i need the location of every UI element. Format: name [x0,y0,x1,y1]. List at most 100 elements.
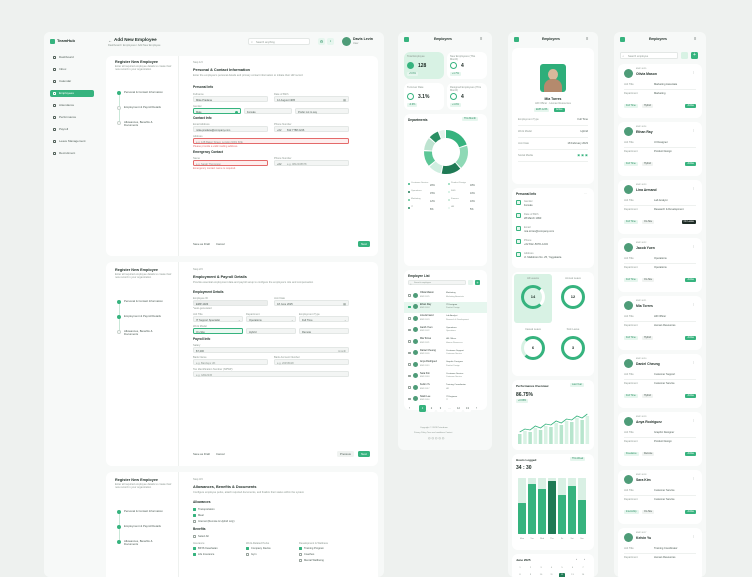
calendar-day[interactable]: 2 [528,566,534,571]
hours-filter[interactable]: This Week [570,457,585,461]
calendar-day[interactable]: 6 [570,566,576,571]
calendar-day[interactable]: 14 [580,573,586,577]
checkbox-coaches[interactable] [299,553,302,556]
row-checkbox[interactable] [408,386,411,389]
join-date-field[interactable]: 18 June 2025▦ [274,300,349,306]
sidebar-item-performance[interactable]: Performance [50,114,94,121]
calendar-day[interactable]: 1 [517,566,523,571]
gender-male-option[interactable]: Male [193,108,241,114]
sidebar-item-payroll[interactable]: Payroll [50,126,94,133]
app-logo-icon[interactable] [514,37,519,42]
calendar-day[interactable]: 10 [538,573,544,577]
footer-links[interactable]: Privacy Policy Term and conditions Conta… [414,432,452,434]
pagination-page[interactable]: 3 [437,405,444,412]
tax-id-field[interactable]: e.g. GB12345 [193,371,349,377]
row-checkbox[interactable] [408,294,411,297]
row-checkbox[interactable] [408,329,411,332]
bell-icon[interactable]: ♪ [327,38,334,45]
step-1-label[interactable]: Personal & Contact Information [124,300,166,303]
checkbox-meal[interactable] [193,514,196,517]
pagination-page[interactable]: 12 [455,405,462,412]
work-onsite-option[interactable]: On-Site [193,328,243,334]
menu-icon[interactable]: ≡ [694,36,696,41]
pagination-page[interactable]: ... [446,405,453,412]
more-icon[interactable]: ⋮ [692,302,695,306]
save-draft-button[interactable]: Save as Draft [193,243,210,246]
employee-search-input[interactable]: Search employee⌕ [408,280,466,285]
cancel-button[interactable]: Cancel [216,453,225,456]
gender-female-option[interactable]: Female [244,108,292,114]
sidebar-item-recruitment[interactable]: Recruitment [50,150,94,157]
more-icon[interactable]: ⋮ [692,186,695,190]
sidebar-item-inbox[interactable]: Inbox [50,66,94,73]
checkbox-select-all[interactable] [193,535,196,538]
previous-button[interactable]: Previous [337,451,354,457]
chevron-right-icon[interactable]: › [584,557,585,561]
calendar-day[interactable]: 9 [528,573,534,577]
calendar-day[interactable]: 13 [570,573,576,577]
row-checkbox[interactable] [408,317,411,320]
row-checkbox[interactable] [408,363,411,366]
dob-field[interactable]: 12 August 1995▦ [274,96,349,102]
calendar-day[interactable]: 5 [559,566,565,571]
more-icon[interactable]: ··· [584,191,587,195]
calendar-day[interactable]: 4 [549,566,555,571]
work-remote-option[interactable]: Remote [299,328,349,334]
cancel-button[interactable]: Cancel [216,243,225,246]
step-1-label[interactable]: Personal & Contact Information [124,510,166,513]
checkbox-training[interactable] [299,547,302,550]
step-2-label[interactable]: Employment & Payroll Details [124,106,166,109]
more-icon[interactable]: ⋮ [692,476,695,480]
more-icon[interactable]: ⋮ [692,360,695,364]
department-select[interactable]: Operations⌄ [246,316,296,322]
checkbox-device[interactable] [246,547,249,550]
checkbox-mental[interactable] [299,559,302,562]
social-icons[interactable]: ◎ ◎ ◎ ◎ ◎ [428,437,444,441]
menu-icon[interactable]: ≡ [480,36,482,41]
bank-name-field[interactable]: e.g. Barclays UK [193,359,268,365]
add-employee-button[interactable]: + [475,280,480,285]
menu-icon[interactable]: ≡ [586,36,588,41]
social-icons[interactable]: ▣ ▣ ▣ [577,154,588,158]
departments-filter[interactable]: This Month [462,117,478,121]
checkbox-internet[interactable] [193,520,196,523]
row-checkbox[interactable] [408,398,411,401]
performance-filter[interactable]: Last Year [570,383,584,387]
step-2-label[interactable]: Employment & Payroll Details [124,525,166,528]
filter-icon[interactable] [681,52,688,59]
pagination-page[interactable]: 2 [428,405,435,412]
job-title-select[interactable]: IT Support Specialist⌄ [193,316,243,322]
sidebar-item-dashboard[interactable]: Dashboard [50,54,94,61]
emergency-name-field[interactable]: e.g. Sarah Thompson [193,160,268,166]
search-input[interactable]: ⌕ Search anything [248,38,310,45]
calendar-day[interactable]: 8 [517,573,523,577]
sidebar-item-calendar[interactable]: Calendar [50,78,94,85]
more-icon[interactable]: ⋮ [692,418,695,422]
step-1-label[interactable]: Personal & Contact Information [124,91,166,94]
sidebar-item-attendance[interactable]: Attendance [50,102,94,109]
pagination-page[interactable]: 1 [419,405,426,412]
back-arrow-icon[interactable]: ← [108,38,112,43]
calendar-day[interactable]: 12 [559,573,565,577]
avatar[interactable] [342,37,351,46]
step-3-label[interactable]: Allowances, Benefits & Documents [124,121,166,128]
employee-search-input[interactable]: ⌕Search employee [620,52,678,59]
work-hybrid-option[interactable]: Hybrid [246,328,296,334]
